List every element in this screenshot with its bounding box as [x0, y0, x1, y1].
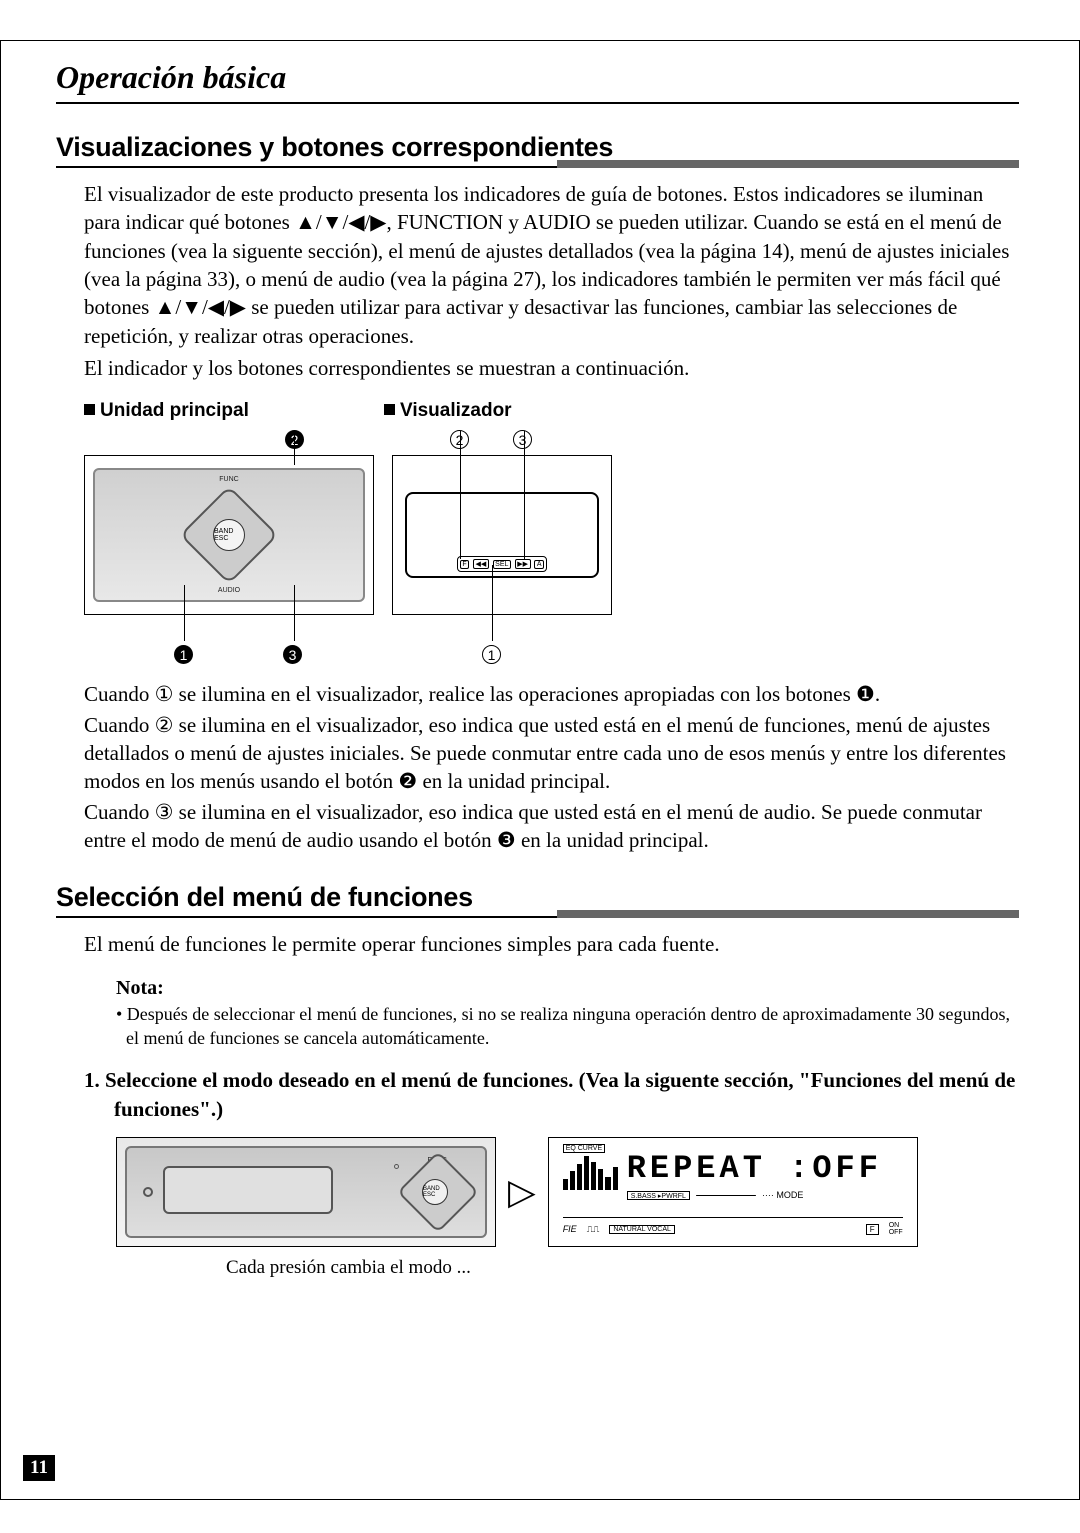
off-text: OFF	[889, 1229, 903, 1236]
on-off-label: ON OFF	[889, 1222, 903, 1236]
fie-label: FIE	[563, 1224, 577, 1234]
sbass-label: S.BASS ▸PWRFL	[627, 1191, 690, 1200]
eq-bars	[563, 1152, 618, 1190]
mini-unit: FUNC BAND ESC	[116, 1137, 496, 1247]
marker-3-solid: 3	[283, 645, 302, 664]
viz-right-icon: ▶▶	[515, 559, 531, 569]
diagram-row: 2 FUNC AUDIO BAND ESC 1	[56, 430, 1019, 664]
unit-label-audio: AUDIO	[218, 587, 240, 594]
leader-line	[460, 431, 461, 559]
viz-left-icon: ◀◀	[473, 559, 489, 569]
display-bottom-row: FIE ⎍⎍ NATURAL VOCAL F ON OFF	[563, 1217, 903, 1236]
mini-dot	[394, 1164, 399, 1169]
section1-para1: El visualizador de este producto present…	[56, 180, 1019, 350]
marker-1-outline: 1	[482, 645, 501, 664]
display-main-text: REPEAT :OFF	[627, 1150, 882, 1187]
mini-center-button: BAND ESC	[422, 1179, 448, 1205]
leader-line	[294, 431, 295, 465]
leader-line	[524, 431, 525, 559]
subhead-unit-label: Unidad principal	[100, 400, 249, 421]
nota-label: Nota:	[56, 977, 1019, 1000]
leader-line	[492, 565, 493, 641]
section2-para1: El menú de funciones le permite operar f…	[56, 930, 1019, 958]
unit-device: FUNC AUDIO BAND ESC	[93, 468, 365, 602]
marker-3-outline: 3	[513, 430, 532, 449]
display-box: EQ CURVE REPEAT :OFF S.BASS ▸PWRFL ···· …	[548, 1137, 918, 1247]
mode-label: ···· MODE	[762, 1190, 804, 1200]
section1-para4: Cuando ② se ilumina en el visualizador, …	[56, 711, 1019, 796]
page: Operación básica Visualizaciones y boton…	[0, 40, 1080, 1500]
diagram-visualizer: 2 3 F ◀◀ SEL ▶▶ A	[392, 430, 612, 664]
viz-a-icon: A	[534, 560, 544, 569]
display-mid-row: S.BASS ▸PWRFL ···· MODE	[627, 1190, 804, 1200]
unit-center-button: BAND ESC	[213, 519, 245, 551]
unit-label-func: FUNC	[219, 476, 238, 483]
marker-1-solid: 1	[174, 645, 193, 664]
viz-sel-icon: SEL	[493, 560, 511, 569]
unit-box: FUNC AUDIO BAND ESC	[84, 455, 374, 615]
leader-line	[184, 585, 185, 641]
page-number: 11	[23, 1455, 55, 1481]
viz-box: F ◀◀ SEL ▶▶ A	[392, 455, 612, 615]
step-1: 1. Seleccione el modo deseado en el menú…	[56, 1066, 1019, 1123]
step-caption: Cada presión cambia el modo ...	[56, 1257, 1019, 1279]
step-diagram: FUNC BAND ESC ▷ EQ CURVE REPEAT :OFF S.B…	[56, 1137, 1019, 1247]
section1-para2: El indicador y los botones correspondien…	[56, 354, 1019, 382]
section1-para5: Cuando ③ se ilumina en el visualizador, …	[56, 798, 1019, 855]
subhead-viz: Visualizador	[384, 400, 512, 422]
section2-heading: Selección del menú de funciones	[56, 882, 1019, 918]
viz-top-numbers: 2 3	[392, 430, 612, 449]
display-f-icon: F	[866, 1224, 879, 1235]
diagram-unit: 2 FUNC AUDIO BAND ESC 1	[84, 430, 374, 664]
wave-icon: ⎍⎍	[587, 1224, 600, 1235]
mini-knob	[143, 1187, 153, 1197]
mini-screen	[163, 1166, 333, 1214]
natural-vocal-label: NATURAL VOCAL	[609, 1225, 675, 1234]
on-text: ON	[889, 1222, 900, 1229]
viz-f-icon: F	[460, 560, 469, 569]
unit-top-numbers: 2	[84, 430, 374, 449]
subhead-row: Unidad principal Visualizador	[56, 400, 1019, 422]
viz-icon-strip: F ◀◀ SEL ▶▶ A	[457, 556, 547, 572]
viz-bottom-numbers: 1	[392, 645, 612, 664]
nota-body: • Después de seleccionar el menú de func…	[56, 1002, 1019, 1051]
subhead-viz-label: Visualizador	[400, 400, 512, 421]
section1-heading: Visualizaciones y botones correspondient…	[56, 132, 1019, 168]
subhead-unit: Unidad principal	[84, 400, 344, 422]
mini-device: FUNC BAND ESC	[125, 1146, 487, 1238]
section1-para3: Cuando ① se ilumina en el visualizador, …	[56, 680, 1019, 708]
unit-bottom-numbers: 1 3	[84, 645, 374, 664]
header-title: Operación básica	[56, 59, 1019, 104]
leader-line	[294, 585, 295, 641]
arrow-right-icon: ▷	[508, 1171, 536, 1213]
